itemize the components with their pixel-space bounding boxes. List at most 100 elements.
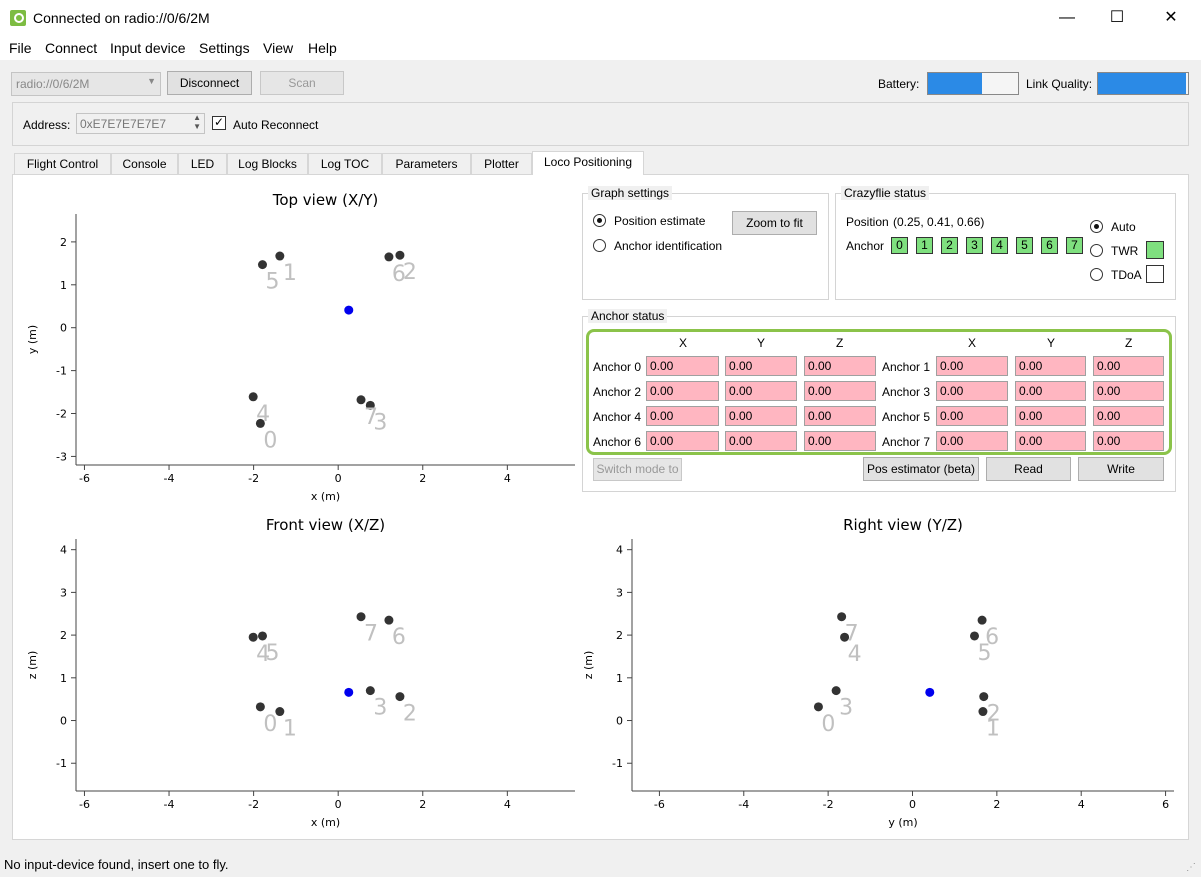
anchor-point [255,702,265,712]
zoom-to-fit-button[interactable]: Zoom to fit [732,211,817,235]
write-button[interactable]: Write [1078,457,1164,481]
anchor-z-field[interactable]: 0.00 [1093,431,1164,451]
battery-label: Battery: [878,77,920,91]
y-tick-label: 2 [60,236,67,249]
anchor-point [275,707,285,717]
col-header-y: Y [1047,336,1056,350]
y-tick-label: 4 [60,544,67,557]
graph-settings-title: Graph settings [588,186,673,200]
anchor-y-field[interactable]: 0.00 [725,356,797,376]
anchor-status-4: 4 [991,237,1008,254]
anchor-y-field[interactable]: 0.00 [1015,381,1086,401]
anchor-point-label: 2 [403,702,417,727]
anchor-status-group [582,316,1176,492]
anchor-y-field[interactable]: 0.00 [725,406,797,426]
auto-radio[interactable] [1090,220,1103,233]
anchor-z-field[interactable]: 0.00 [804,406,876,426]
anchor-point [365,400,375,410]
link-quality-bar-fill [1098,73,1187,94]
anchor-point-label: 1 [283,261,297,286]
tab-parameters[interactable]: Parameters [382,153,471,174]
anchor-z-field[interactable]: 0.00 [804,356,876,376]
switch-mode-button[interactable]: Switch mode to [593,458,682,481]
anchor-status-7: 7 [1066,237,1083,254]
x-tick-label: -2 [823,798,834,811]
address-field[interactable]: 0xE7E7E7E7E7 ▲ ▼ [76,113,205,134]
resize-grip-icon[interactable]: ⋰ [1186,862,1196,873]
close-button[interactable]: ✕ [1164,9,1178,26]
read-button[interactable]: Read [986,457,1071,481]
title-bar: Connected on radio://0/6/2M — ☐ ✕ [0,0,1201,36]
auto-reconnect-checkbox[interactable]: ✓ [212,115,226,130]
anchor-identification-radio[interactable] [593,239,606,252]
tab-led[interactable]: LED [178,153,227,174]
anchor-point-label: 6 [392,625,406,650]
anchor-point [248,392,258,402]
anchor-z-field[interactable]: 0.00 [1093,406,1164,426]
menu-connect[interactable]: Connect [45,40,98,56]
x-axis-label: x (m) [311,816,340,829]
menu-settings[interactable]: Settings [199,40,250,56]
tdoa-radio[interactable] [1090,268,1103,281]
tab-plotter[interactable]: Plotter [471,153,532,174]
anchor-x-field[interactable]: 0.00 [646,356,719,376]
anchor-x-field[interactable]: 0.00 [936,356,1008,376]
tab-log-blocks[interactable]: Log Blocks [227,153,308,174]
tab-flight-control[interactable]: Flight Control [14,153,111,174]
anchor-row-label: Anchor 7 [882,435,931,449]
tab-loco-positioning[interactable]: Loco Positioning [532,151,644,175]
anchor-point [977,615,987,625]
disconnect-button[interactable]: Disconnect [167,71,252,95]
anchor-point-label: 2 [987,702,1001,727]
anchor-point [356,395,366,405]
anchor-row-label: Anchor 2 [593,385,642,399]
anchor-row-label: Anchor 3 [882,385,931,399]
anchor-y-field[interactable]: 0.00 [1015,356,1086,376]
spin-arrows-icon[interactable]: ▲ ▼ [193,113,201,131]
anchor-point [979,692,989,702]
minimize-button[interactable]: — [1059,9,1075,26]
anchor-point [384,252,394,262]
tab-log-toc[interactable]: Log TOC [308,153,382,174]
y-tick-label: 1 [616,672,623,685]
anchor-point-label: 0 [821,712,835,737]
scan-button[interactable]: Scan [260,71,344,95]
anchor-x-field[interactable]: 0.00 [646,431,719,451]
col-header-y: Y [757,336,766,350]
anchor-y-field[interactable]: 0.00 [1015,431,1086,451]
x-tick-label: -6 [654,798,665,811]
anchor-z-field[interactable]: 0.00 [804,431,876,451]
x-tick-label: -2 [248,798,259,811]
anchor-z-field[interactable]: 0.00 [1093,356,1164,376]
twr-radio[interactable] [1090,244,1103,257]
chevron-down-icon: ▼ [147,76,156,86]
menu-help[interactable]: Help [308,40,337,56]
anchor-x-field[interactable]: 0.00 [936,381,1008,401]
tab-console[interactable]: Console [111,153,178,174]
address-group [12,102,1189,146]
anchor-row-label: Anchor 5 [882,410,931,424]
position-estimate-radio[interactable] [593,214,606,227]
anchor-x-field[interactable]: 0.00 [646,381,719,401]
menu-input-device[interactable]: Input device [110,40,186,56]
anchor-y-field[interactable]: 0.00 [1015,406,1086,426]
radio-uri-select[interactable]: radio://0/6/2M ▼ [11,72,161,96]
position-point [925,687,935,697]
anchor-z-field[interactable]: 0.00 [1093,381,1164,401]
col-header-x: X [679,336,688,350]
anchor-x-field[interactable]: 0.00 [646,406,719,426]
anchor-point [275,251,285,261]
anchor-y-field[interactable]: 0.00 [725,431,797,451]
menu-view[interactable]: View [263,40,294,56]
maximize-button[interactable]: ☐ [1109,9,1125,26]
anchor-z-field[interactable]: 0.00 [804,381,876,401]
anchor-x-field[interactable]: 0.00 [936,431,1008,451]
menu-file[interactable]: File [9,40,32,56]
top-view-plot[interactable]: Top view (X/Y) -6 -4 -2 0 2 4 -3 -2 -1 0 1 2 x (m) y (… [12,175,582,510]
y-tick-label: 2 [616,629,623,642]
pos-estimator-button[interactable]: Pos estimator (beta) [863,457,979,481]
anchor-x-field[interactable]: 0.00 [936,406,1008,426]
anchor-y-field[interactable]: 0.00 [725,381,797,401]
